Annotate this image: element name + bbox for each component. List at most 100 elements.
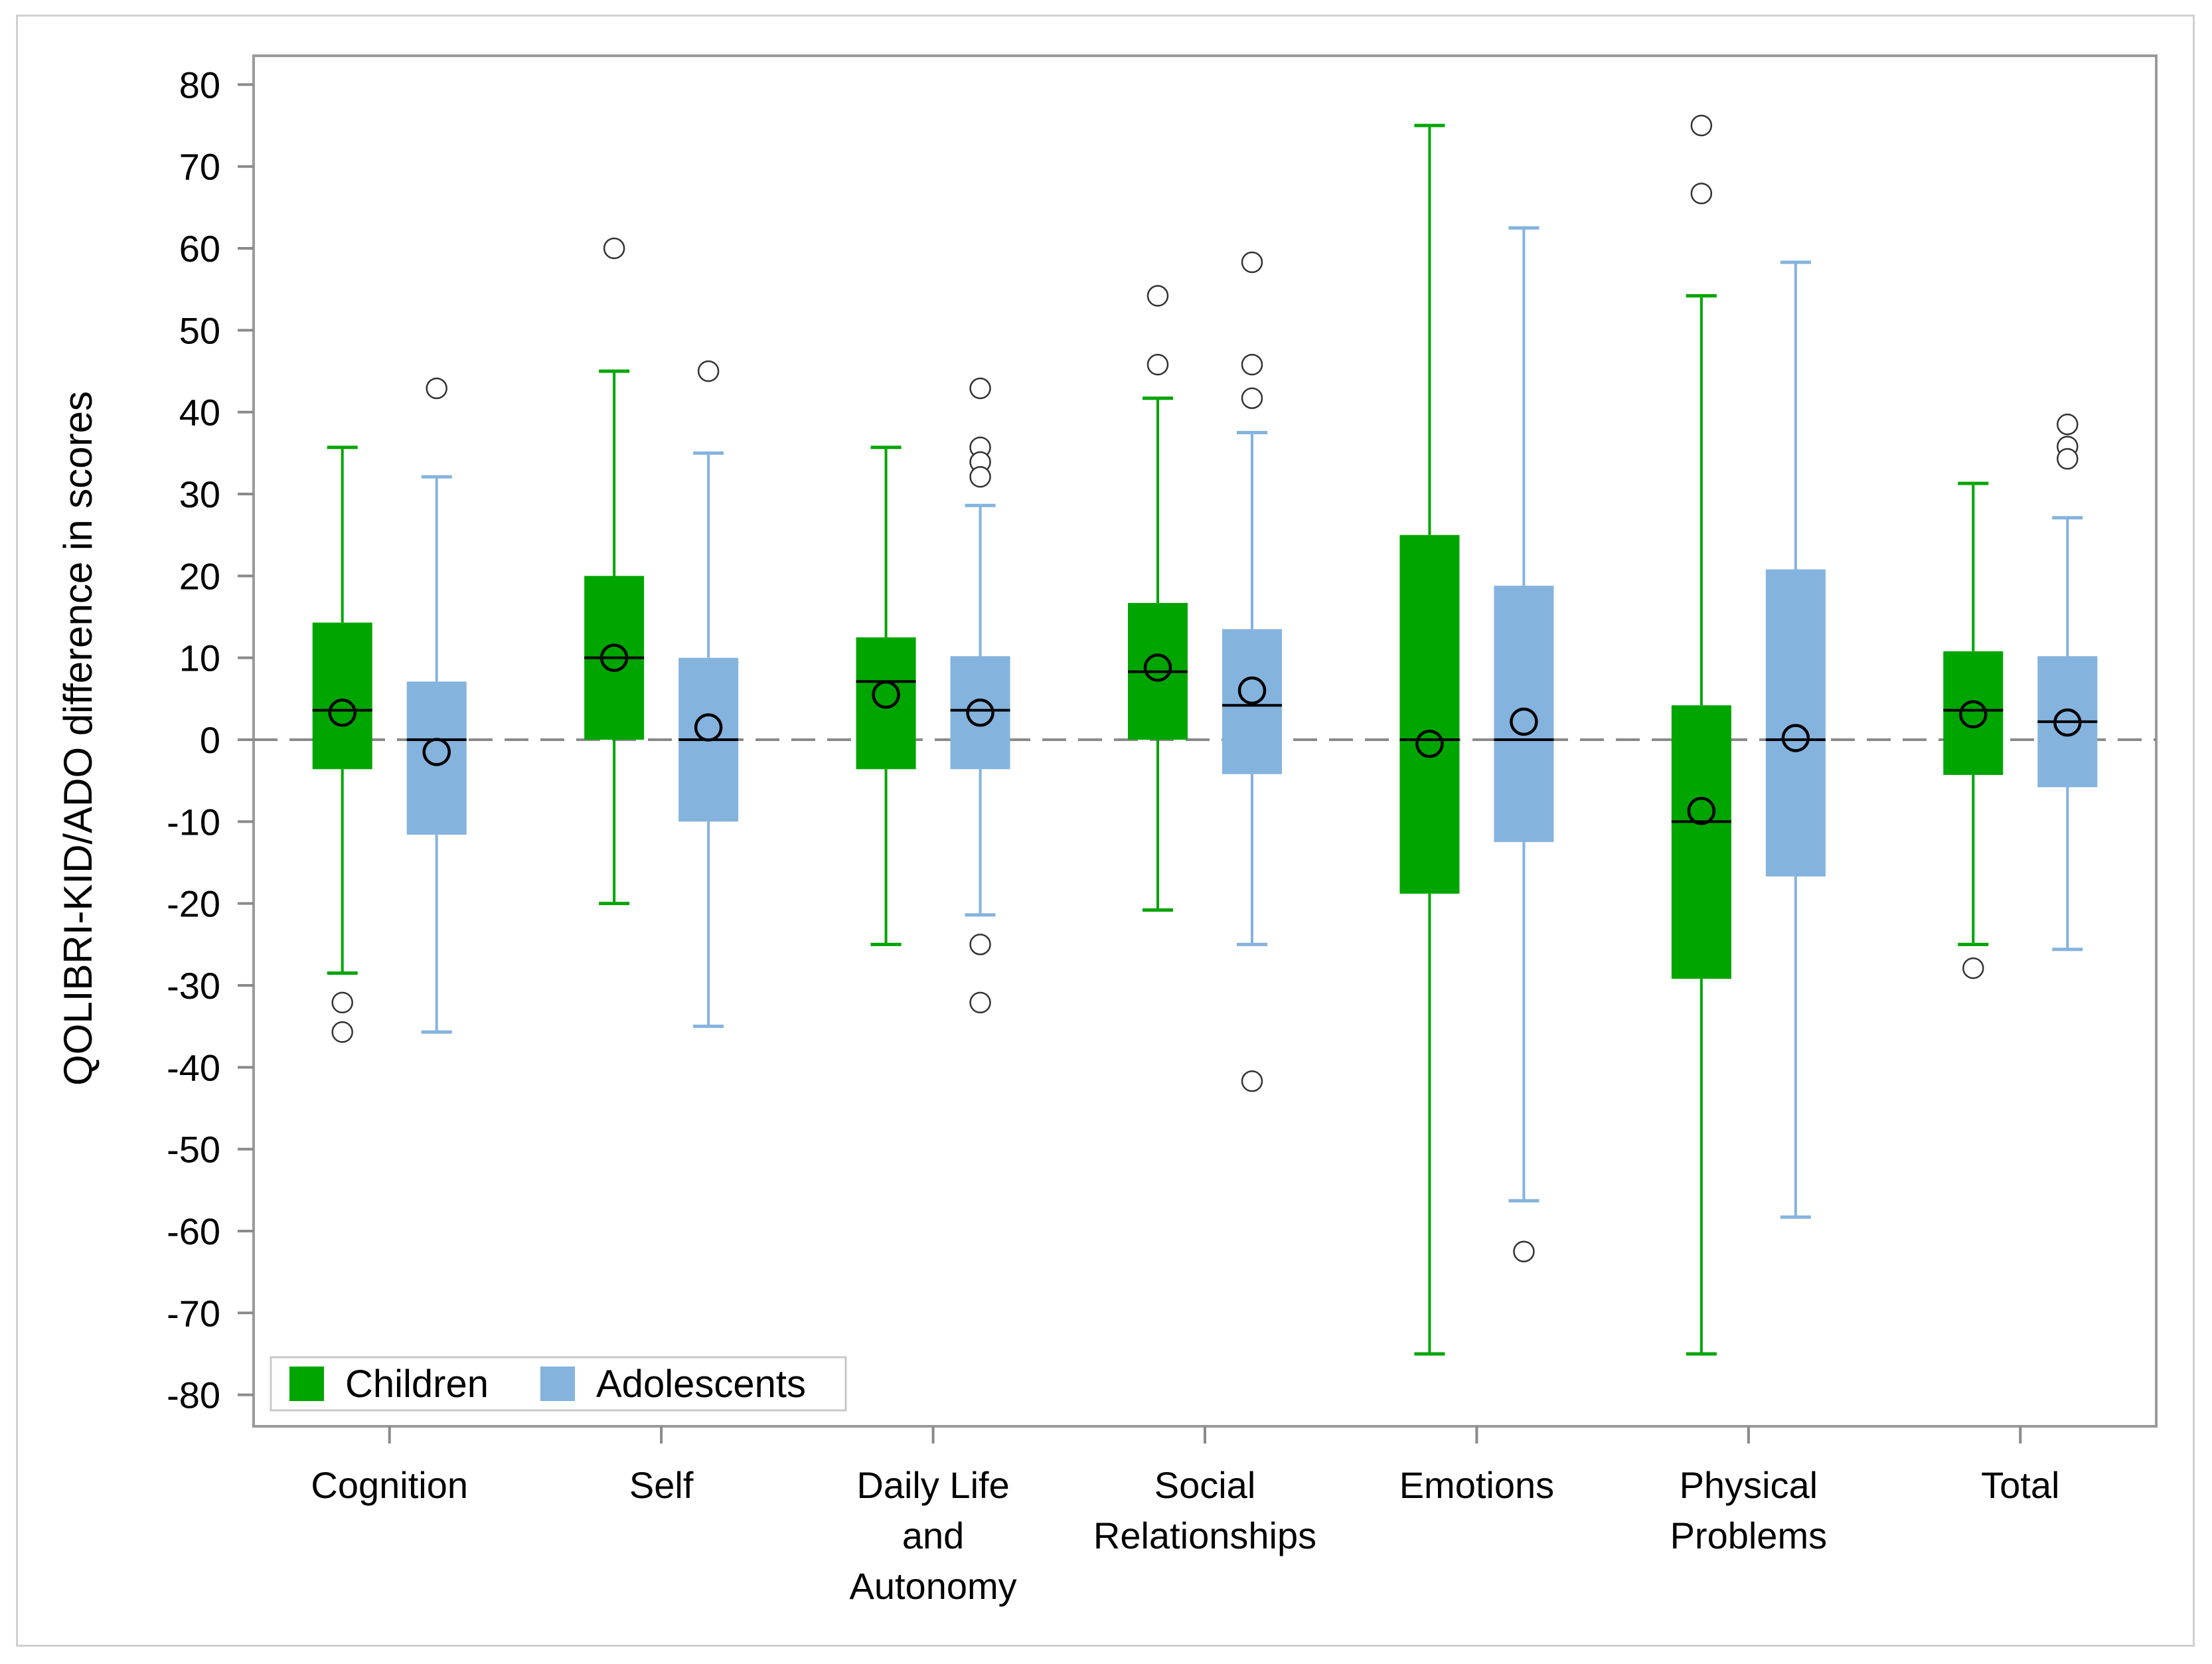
mean-marker [1687, 797, 1716, 825]
outlier-point [969, 934, 991, 956]
iqr-box [312, 622, 372, 770]
mean-marker [872, 680, 900, 709]
box-adolescents [1222, 251, 1282, 1092]
outlier-point [697, 360, 720, 382]
x-category-label: Total [1981, 1464, 2059, 1506]
x-category-label: Physical [1680, 1464, 1818, 1506]
series-adolescents [406, 226, 2098, 1263]
box-children [1128, 285, 1188, 912]
mean-marker [1781, 724, 1810, 752]
box-children [1943, 481, 2004, 979]
y-tick-label: 30 [179, 473, 220, 515]
legend-label-children: Children [345, 1363, 489, 1406]
figure-frame [16, 15, 2195, 1647]
y-tick-label: 80 [179, 64, 220, 106]
y-tick-label: 20 [179, 555, 220, 597]
outlier-point [1962, 957, 1984, 979]
iqr-box [950, 656, 1010, 770]
x-category-label: Relationships [1093, 1515, 1316, 1556]
y-tick-label: 10 [179, 637, 220, 679]
outlier-point [1241, 1070, 1263, 1092]
series-children [312, 114, 2004, 1356]
mean-marker [966, 699, 994, 727]
iqr-box [1671, 705, 1731, 979]
x-category-label: and [902, 1515, 964, 1556]
legend-swatch-adolescents [540, 1367, 575, 1401]
x-category-label: Problems [1670, 1515, 1828, 1556]
outlier-point [603, 237, 625, 260]
box-adolescents [406, 377, 467, 1034]
y-tick-label: 40 [179, 392, 220, 434]
x-category-label: Cognition [311, 1464, 468, 1506]
iqr-box [1494, 586, 1554, 843]
x-category-label: Daily Life [856, 1464, 1009, 1506]
box-series [312, 114, 2098, 1356]
mean-marker [1959, 700, 1988, 729]
iqr-box [1222, 629, 1282, 774]
box-children [856, 446, 916, 946]
iqr-box [1765, 569, 1826, 876]
outlier-point [2057, 413, 2079, 436]
legend: Children Adolescents [270, 1356, 847, 1412]
y-tick-label: 60 [179, 228, 220, 270]
y-tick-label: -20 [167, 883, 220, 925]
box-adolescents [1765, 260, 1826, 1219]
box-children [312, 446, 372, 1043]
y-tick-label: -50 [167, 1129, 220, 1171]
mean-marker [1237, 676, 1267, 705]
iqr-box [406, 681, 467, 835]
mean-marker [2053, 708, 2082, 737]
legend-label-adolescents: Adolescents [596, 1363, 806, 1406]
outlier-point [1690, 114, 1713, 137]
x-axis: Cognition Self Daily Life and Autonomy Social… [311, 1426, 2059, 1607]
outlier-point [1241, 387, 1263, 409]
outlier-point [1690, 183, 1713, 205]
y-tick-label: -40 [167, 1046, 220, 1088]
outlier-point [1513, 1240, 1535, 1263]
mean-marker [1415, 729, 1444, 758]
iqr-box [1399, 535, 1460, 894]
iqr-box [1943, 651, 2004, 776]
outlier-point [2057, 448, 2079, 470]
box-children [1399, 124, 1460, 1356]
mean-marker [599, 643, 629, 672]
y-axis-title: QOLIBRI-KID/ADO difference in scores [56, 391, 100, 1086]
y-tick-label: 50 [179, 309, 220, 351]
iqr-box [856, 637, 916, 770]
mean-marker [694, 713, 723, 742]
x-category-label: Social [1154, 1464, 1256, 1506]
x-category-label: Autonomy [850, 1565, 1017, 1607]
y-tick-label: -70 [167, 1292, 220, 1334]
y-axis: 80 70 60 50 40 30 20 10 0 -10 -20 -30 -40 -50 -60 -70 -8… [167, 56, 255, 1426]
box-adolescents [2037, 413, 2098, 952]
outlier-point [1241, 353, 1263, 376]
y-tick-label: -60 [167, 1210, 220, 1252]
y-tick-label: -10 [167, 801, 220, 843]
x-category-label: Self [629, 1464, 694, 1506]
x-category-label: Emotions [1399, 1464, 1554, 1506]
box-adolescents [950, 377, 1010, 1014]
y-tick-label: 0 [200, 719, 220, 761]
mean-marker [1143, 653, 1172, 682]
outlier-point [969, 991, 991, 1014]
mean-marker [328, 699, 356, 727]
y-tick-label: -80 [167, 1374, 220, 1416]
legend-swatch-children [289, 1367, 324, 1401]
outlier-point [1241, 251, 1263, 274]
box-adolescents [1494, 226, 1554, 1263]
outlier-point [331, 991, 353, 1014]
outlier-point [1146, 285, 1169, 307]
y-tick-label: -30 [167, 965, 220, 1007]
outlier-point [426, 377, 447, 400]
y-tick-label: 70 [179, 146, 220, 188]
outlier-point [969, 377, 991, 400]
mean-marker [1510, 707, 1538, 736]
box-children [1671, 114, 1731, 1356]
outlier-point [331, 1021, 353, 1043]
mean-marker [422, 738, 451, 766]
outlier-point [1146, 353, 1169, 376]
outlier-point [969, 465, 991, 488]
box-children [584, 237, 645, 906]
box-adolescents [678, 360, 739, 1029]
